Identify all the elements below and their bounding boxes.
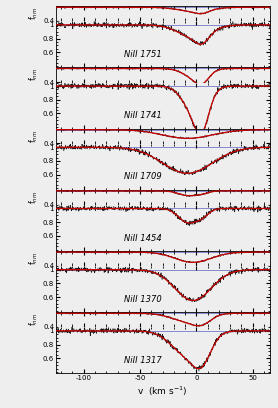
Text: NiII 1751: NiII 1751 (124, 50, 162, 59)
Y-axis label: f$_{nm}$: f$_{nm}$ (28, 313, 40, 326)
Y-axis label: f$_{nm}$: f$_{nm}$ (28, 191, 40, 204)
Text: NiII 1741: NiII 1741 (124, 111, 162, 120)
Y-axis label: f$_{nm}$: f$_{nm}$ (28, 130, 40, 143)
Text: NiII 1709: NiII 1709 (124, 173, 162, 182)
X-axis label: v  (km s$^{-1}$): v (km s$^{-1}$) (137, 385, 188, 398)
Y-axis label: f$_{nm}$: f$_{nm}$ (28, 69, 40, 82)
Text: NiII 1454: NiII 1454 (124, 234, 162, 243)
Y-axis label: f$_{nm}$: f$_{nm}$ (28, 252, 40, 265)
Y-axis label: f$_{nm}$: f$_{nm}$ (28, 7, 40, 20)
Text: NiII 1317: NiII 1317 (124, 356, 162, 365)
Text: NiII 1370: NiII 1370 (124, 295, 162, 304)
